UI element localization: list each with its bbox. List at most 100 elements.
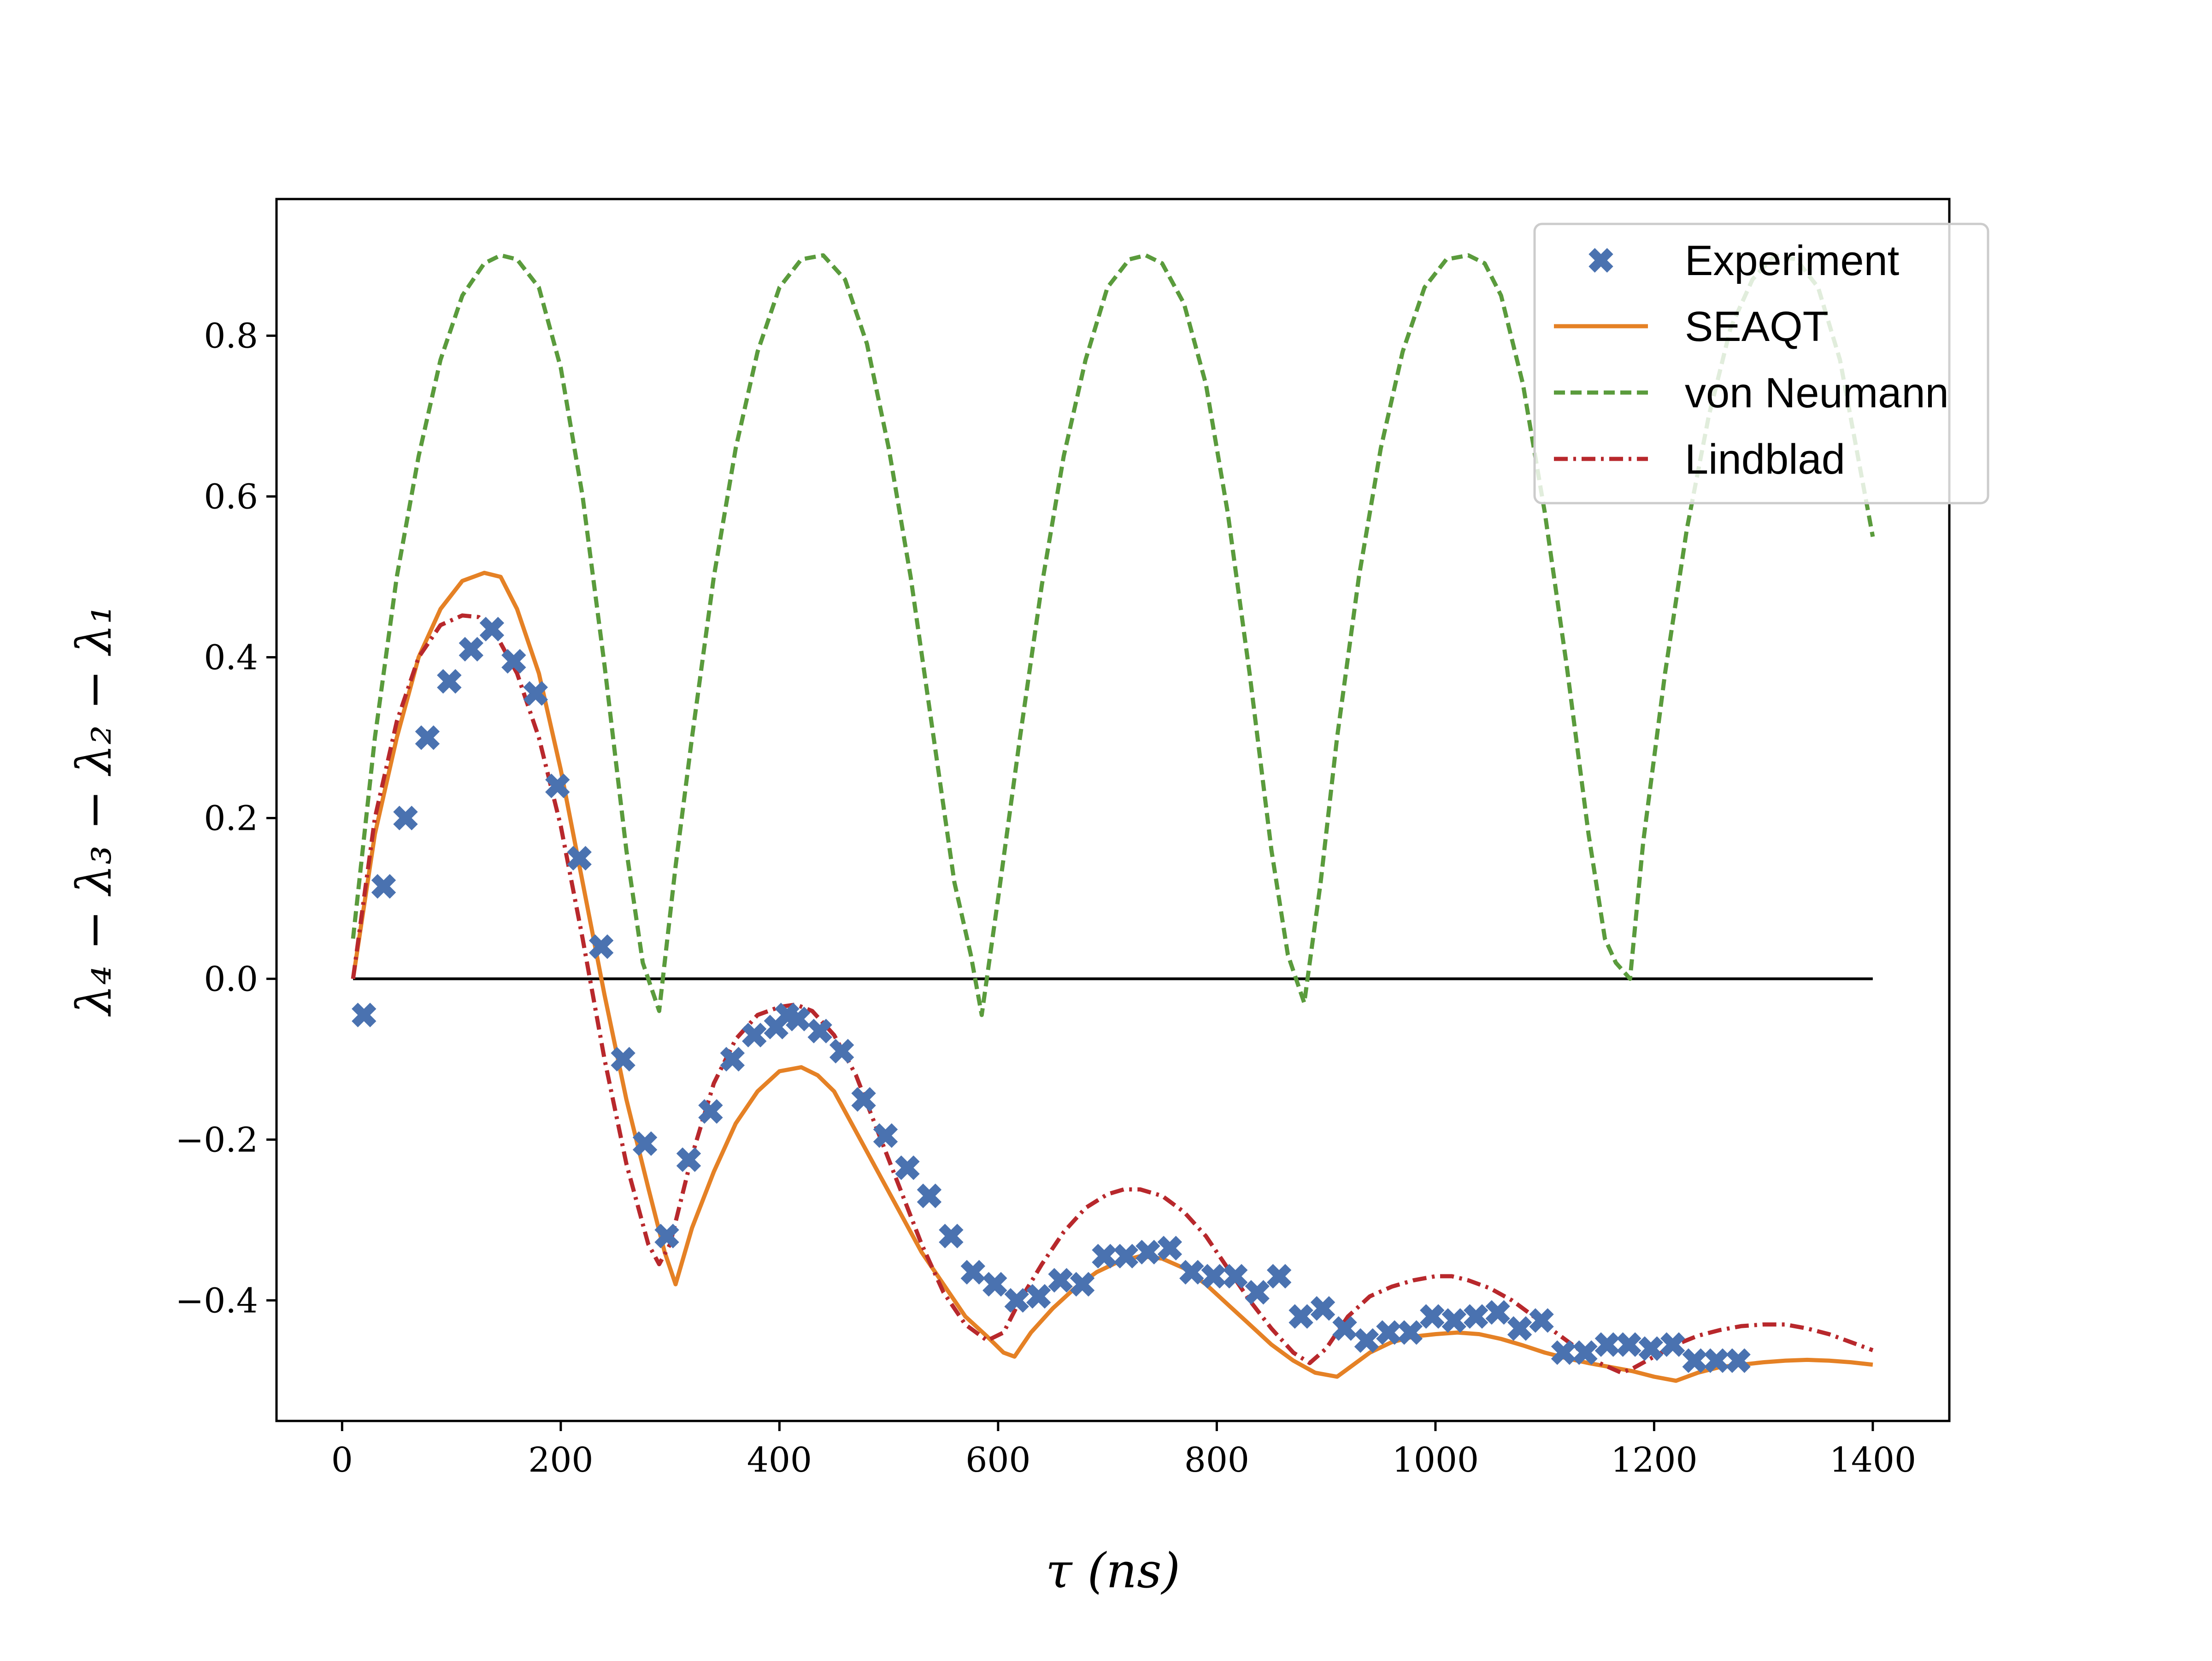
experiment-point <box>479 616 505 642</box>
data-layer <box>351 253 1875 1383</box>
legend-box <box>1533 223 1989 505</box>
experiment-point <box>807 1019 832 1044</box>
experiment-point <box>720 1047 745 1072</box>
experiment-point <box>1332 1316 1357 1341</box>
experiment-point <box>1507 1316 1532 1341</box>
experiment-point <box>352 1003 377 1027</box>
experiment-point <box>1135 1239 1160 1265</box>
y-axis-title: λ₄ − λ₃ − λ₂ − λ₁ <box>66 605 122 1017</box>
x-tick-label: 1200 <box>1611 1440 1697 1480</box>
experiment-point <box>393 805 418 831</box>
x-tick-label: 1000 <box>1392 1440 1479 1480</box>
experiment-point <box>1463 1304 1488 1329</box>
legend-label: von Neumann <box>1685 370 1949 417</box>
experiment-point <box>1594 1332 1620 1357</box>
experiment-point <box>1704 1348 1729 1373</box>
experiment-point <box>523 681 548 706</box>
y-tick-label: 0.0 <box>204 959 258 999</box>
experiment-point <box>917 1183 942 1209</box>
experiment-point <box>611 1047 635 1072</box>
legend-label: SEAQT <box>1685 303 1829 350</box>
experiment-point <box>1157 1236 1182 1261</box>
experiment-point <box>1638 1336 1664 1361</box>
experiment-point <box>829 1039 854 1064</box>
experiment-point <box>1070 1272 1095 1297</box>
experiment-point <box>1726 1348 1751 1373</box>
experiment-point <box>567 845 592 871</box>
experiment-point <box>742 1022 767 1048</box>
experiment-point <box>654 1223 679 1249</box>
experiment-point <box>501 649 526 674</box>
experiment-point <box>1398 1320 1423 1345</box>
experiment-point <box>1288 1304 1313 1329</box>
experiment-point <box>545 773 570 798</box>
experiment-point <box>459 637 484 662</box>
experiment-point <box>873 1123 898 1148</box>
y-tick-label: 0.8 <box>204 317 258 356</box>
y-tick-label: −0.4 <box>175 1281 258 1321</box>
experiment-point <box>1026 1284 1051 1309</box>
experiment-point <box>415 725 440 750</box>
experiment-point <box>371 874 396 899</box>
experiment-point <box>1617 1332 1641 1357</box>
experiment-point <box>895 1155 920 1180</box>
y-tick-label: 0.4 <box>204 638 258 678</box>
experiment-point <box>437 669 462 694</box>
y-tick-label: 0.2 <box>204 798 258 838</box>
experiment-point <box>1376 1320 1401 1345</box>
y-tick-label: 0.6 <box>204 477 258 517</box>
plot-frame <box>275 198 1951 1422</box>
ticks-layer: 0 200 400 600 800 1000 1200 1400 −0.4 −0.2 0.0 0.2 0… <box>175 317 1916 1480</box>
experiment-point <box>785 1006 811 1032</box>
x-tick-label: 600 <box>965 1440 1030 1480</box>
experiment-point <box>1310 1296 1335 1321</box>
experiment-point <box>851 1087 876 1112</box>
experiment-point <box>1660 1332 1685 1357</box>
experiment-point <box>1682 1348 1707 1373</box>
legend-item-von-neumann: von Neumann <box>1554 370 1949 417</box>
experiment-point <box>1573 1340 1598 1365</box>
legend-item-experiment: Experiment <box>1588 237 1899 284</box>
series-line-lindblad <box>351 613 1874 1375</box>
experiment-point <box>1420 1304 1445 1329</box>
legend-items: Experiment SEAQT von Neumann Lindblad <box>1554 237 1949 483</box>
experiment-point <box>1113 1244 1139 1269</box>
experiment-point <box>1223 1264 1248 1289</box>
experiment-point <box>1092 1244 1117 1269</box>
experiment-point <box>1245 1280 1270 1305</box>
x-tick-label: 800 <box>1184 1440 1249 1480</box>
legend-item-lindblad: Lindblad <box>1554 436 1845 483</box>
experiment-point <box>939 1223 964 1249</box>
experiment-point <box>1048 1268 1073 1293</box>
series-scatter-experiment <box>352 616 1751 1373</box>
x-axis-title: τ (ns) <box>1046 1543 1180 1599</box>
legend-label: Experiment <box>1685 237 1899 284</box>
x-tick-label: 1400 <box>1830 1440 1916 1480</box>
legend-label: Lindblad <box>1685 436 1845 483</box>
experiment-point <box>1266 1264 1292 1289</box>
experiment-point <box>698 1099 723 1124</box>
experiment-point <box>960 1260 986 1285</box>
experiment-point <box>982 1272 1007 1297</box>
experiment-point <box>1354 1328 1379 1353</box>
experiment-point <box>588 934 614 959</box>
experiment-point <box>676 1147 701 1172</box>
experiment-point <box>1485 1300 1510 1325</box>
experiment-point <box>1004 1288 1029 1313</box>
legend-marker-experiment <box>1588 248 1613 273</box>
legend-item-seaqt: SEAQT <box>1554 303 1829 350</box>
series-line-von-neumann <box>351 253 1875 1017</box>
experiment-point <box>1441 1308 1466 1333</box>
x-tick-label: 400 <box>747 1440 812 1480</box>
experiment-point <box>1179 1260 1204 1285</box>
y-tick-label: −0.2 <box>175 1120 258 1160</box>
legend: Experiment SEAQT von Neumann Lindblad <box>1533 223 1989 505</box>
x-tick-label: 0 <box>331 1440 353 1480</box>
experiment-point <box>1201 1264 1226 1289</box>
experiment-point <box>632 1131 658 1156</box>
experiment-point <box>1529 1308 1554 1333</box>
x-tick-label: 200 <box>528 1440 593 1480</box>
experiment-point <box>1551 1340 1576 1365</box>
